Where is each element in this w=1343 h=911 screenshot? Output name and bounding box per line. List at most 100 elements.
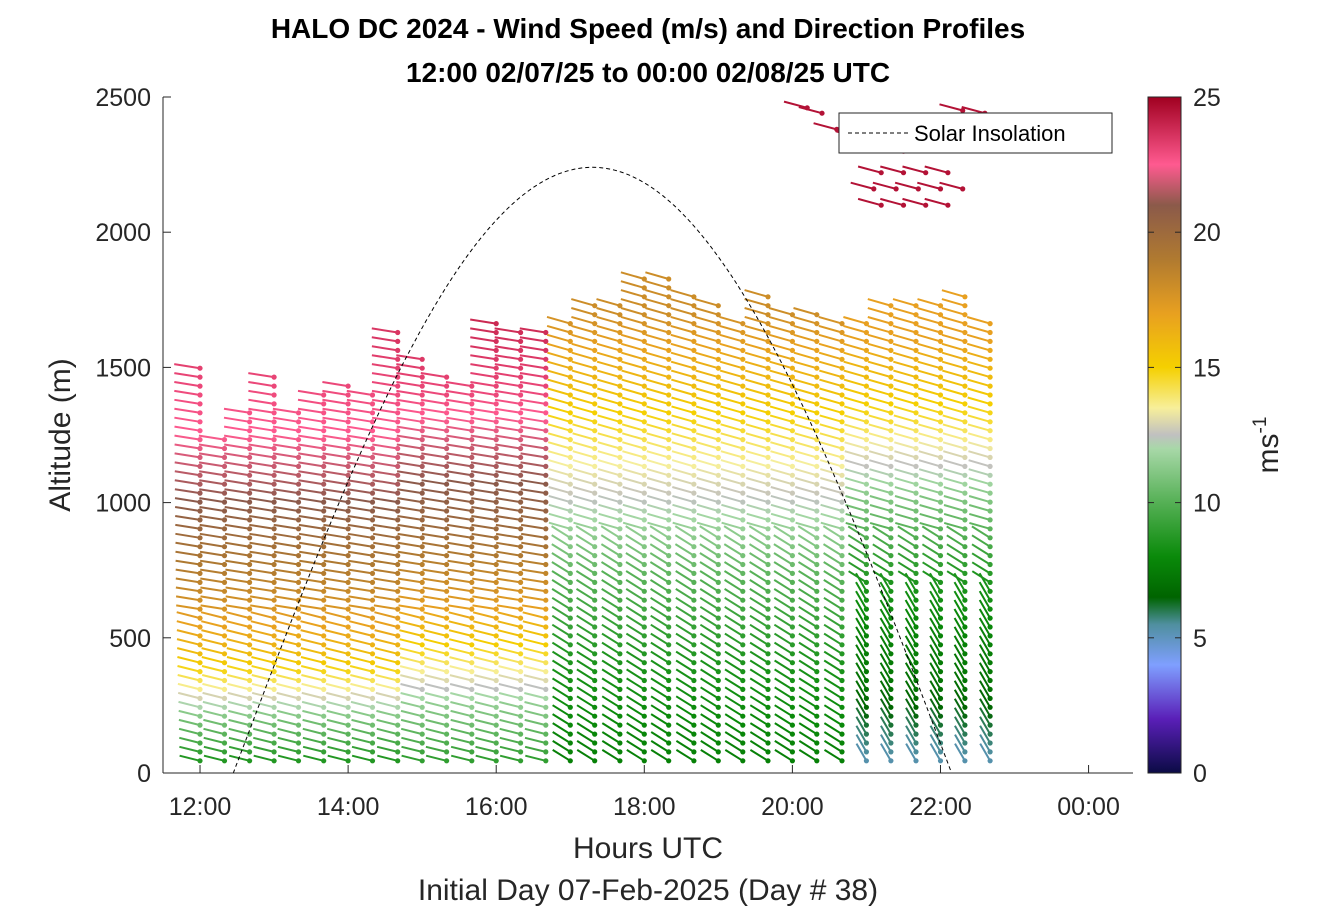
- wind-barb: [855, 644, 868, 664]
- wind-barb-head: [937, 365, 944, 371]
- wind-barb-head: [839, 669, 845, 675]
- wind-barb: [598, 512, 621, 521]
- wind-barb-head: [715, 731, 721, 737]
- wind-barb-head: [617, 338, 623, 344]
- wind-barb: [552, 695, 571, 709]
- wind-barb: [872, 525, 892, 539]
- wind-barb: [671, 450, 695, 459]
- wind-barb: [199, 550, 225, 557]
- wind-barb-head: [247, 624, 253, 630]
- wind-barb: [879, 671, 892, 690]
- wind-barb: [749, 552, 769, 566]
- wind-barb: [597, 405, 621, 414]
- wind-barb-head: [617, 749, 623, 755]
- wind-barb-head: [962, 517, 968, 523]
- wind-barb: [897, 534, 917, 548]
- wind-barb: [793, 324, 818, 334]
- wind-barb: [783, 100, 808, 109]
- wind-barb: [905, 707, 917, 726]
- wind-barb-head: [715, 401, 721, 407]
- wind-barb: [224, 523, 250, 530]
- wind-barb-head: [567, 624, 573, 630]
- wind-barb-head: [592, 722, 598, 728]
- wind-barb-head: [691, 428, 697, 434]
- wind-barb-head: [321, 588, 327, 594]
- wind-barb: [519, 345, 546, 352]
- wind-barb-head: [567, 365, 573, 371]
- wind-barb-head: [987, 606, 993, 612]
- wind-barb-head: [345, 749, 351, 755]
- wind-barb-head: [913, 686, 919, 693]
- wind-barb-head: [592, 472, 598, 478]
- wind-barb: [820, 521, 843, 530]
- wind-barb-head: [641, 428, 647, 434]
- wind-barb-head: [666, 758, 672, 764]
- wind-barb: [943, 486, 966, 495]
- wind-barb-head: [987, 624, 993, 630]
- wind-barb-head: [543, 695, 549, 702]
- wind-barb: [671, 396, 695, 405]
- wind-barb: [199, 470, 225, 477]
- wind-barb: [248, 425, 275, 432]
- wind-barb-head: [295, 651, 302, 657]
- wind-barb-head: [962, 686, 968, 693]
- wind-barb-head: [247, 445, 253, 452]
- wind-barb: [302, 718, 324, 727]
- wind-barb-head: [641, 356, 647, 362]
- wind-barb-head: [321, 410, 327, 416]
- wind-barb-head: [395, 758, 401, 764]
- wind-barb: [277, 727, 299, 736]
- wind-barb-head: [987, 338, 993, 344]
- wind-barb: [793, 307, 818, 316]
- wind-barb: [399, 647, 423, 655]
- wind-barb-head: [271, 588, 277, 594]
- wind-barb-head: [271, 481, 277, 487]
- wind-barb-head: [765, 624, 771, 630]
- wind-barb: [495, 497, 521, 504]
- wind-barb: [773, 614, 793, 628]
- wind-barb-head: [641, 695, 647, 702]
- wind-barb: [470, 318, 497, 325]
- wind-barb: [446, 425, 472, 432]
- wind-barb-head: [469, 472, 475, 478]
- wind-barb: [446, 461, 472, 468]
- wind-barb: [620, 333, 645, 343]
- wind-barb: [650, 632, 670, 646]
- wind-barb: [597, 468, 621, 477]
- wind-barb: [904, 581, 917, 601]
- wind-barb: [699, 605, 719, 619]
- wind-barb: [953, 707, 966, 726]
- wind-barb: [869, 459, 892, 468]
- wind-barb: [855, 734, 868, 753]
- wind-barb: [199, 479, 225, 486]
- wind-barb: [224, 532, 250, 539]
- wind-barb-head: [592, 561, 598, 568]
- wind-barb-head: [888, 544, 894, 550]
- wind-barb-head: [518, 454, 524, 460]
- wind-barb: [249, 568, 275, 575]
- wind-barb-head: [518, 677, 524, 684]
- wind-barb: [396, 389, 423, 396]
- wind-barb-head: [913, 695, 919, 702]
- wind-barb: [273, 532, 299, 539]
- wind-barb-head: [419, 419, 425, 425]
- wind-barb-head: [987, 428, 993, 434]
- wind-barb: [823, 731, 843, 744]
- wind-barb-head: [247, 553, 253, 559]
- wind-barb-head: [444, 660, 450, 666]
- wind-barb-head: [321, 642, 327, 648]
- wind-barb: [855, 671, 868, 690]
- wind-barb: [979, 689, 991, 708]
- wind-barb: [252, 727, 275, 736]
- wind-barb-head: [834, 126, 840, 132]
- wind-barb: [372, 532, 398, 539]
- wind-barb: [670, 298, 695, 307]
- wind-barb-head: [863, 338, 870, 344]
- wind-barb-head: [493, 419, 499, 425]
- wind-barb: [720, 396, 744, 405]
- wind-barb-head: [419, 624, 425, 630]
- wind-barb-head: [221, 481, 228, 487]
- wind-barb: [445, 381, 472, 388]
- wind-barb-head: [937, 544, 944, 550]
- wind-barb: [203, 754, 225, 762]
